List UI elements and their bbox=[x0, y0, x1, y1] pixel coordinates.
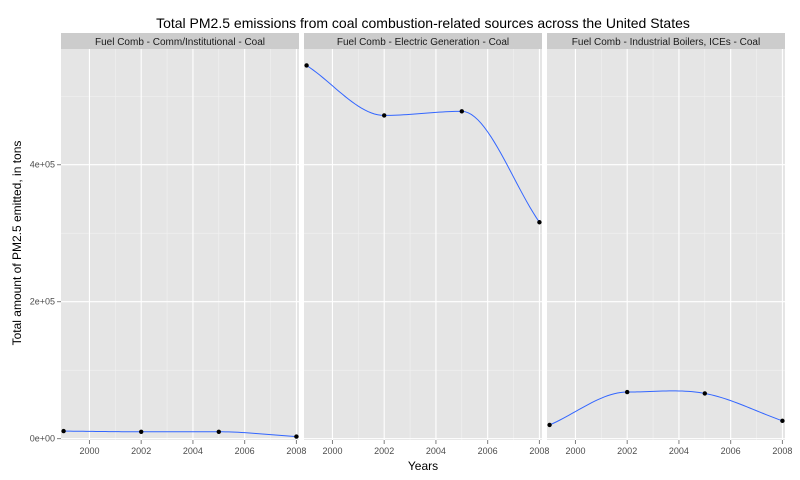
x-tick-label: 2006 bbox=[478, 446, 498, 456]
y-tick-label: 2e+05 bbox=[30, 297, 55, 307]
y-tick-label: 4e+05 bbox=[30, 160, 55, 170]
x-tick-label: 2004 bbox=[183, 446, 203, 456]
data-point bbox=[216, 429, 222, 434]
x-tick-label: 2004 bbox=[669, 446, 689, 456]
x-tick-label: 2000 bbox=[322, 446, 342, 456]
facet-strip bbox=[547, 33, 785, 49]
smooth-line bbox=[63, 430, 297, 438]
data-point bbox=[702, 391, 708, 396]
data-point bbox=[381, 113, 387, 118]
data-point bbox=[624, 389, 630, 395]
data-point bbox=[304, 63, 309, 68]
facet-strip-label: Fuel Comb - Electric Generation - Coal bbox=[337, 37, 509, 48]
y-tick-label: 0e+00 bbox=[30, 434, 55, 444]
y-axis: 0e+00 2e+05 4e+05 bbox=[30, 160, 61, 444]
data-point bbox=[537, 220, 542, 225]
x-tick-label: 2008 bbox=[772, 446, 792, 456]
smooth-line bbox=[549, 390, 783, 426]
x-tick-label: 2000 bbox=[79, 446, 99, 456]
facet-panel: Fuel Comb - Industrial Boilers, ICEs - C… bbox=[547, 33, 792, 456]
panel-background bbox=[61, 49, 299, 440]
facet-panel: Fuel Comb - Electric Generation - Coal 20… bbox=[304, 33, 549, 456]
data-point bbox=[780, 418, 785, 424]
facet-strip-label: Fuel Comb - Comm/Institutional - Coal bbox=[95, 37, 265, 48]
data-point bbox=[138, 429, 144, 434]
x-tick-label: 2008 bbox=[286, 446, 306, 456]
x-tick-label: 2008 bbox=[529, 446, 549, 456]
panel-background bbox=[304, 49, 542, 440]
facet-strip bbox=[61, 33, 299, 49]
x-tick-label: 2006 bbox=[235, 446, 255, 456]
x-tick-label: 2006 bbox=[721, 446, 741, 456]
panel-background bbox=[547, 49, 785, 440]
x-tick-label: 2004 bbox=[426, 446, 446, 456]
smooth-line bbox=[306, 65, 540, 223]
chart-title: Total PM2.5 emissions from coal combusti… bbox=[156, 15, 690, 31]
data-point bbox=[547, 422, 552, 428]
data-point bbox=[294, 434, 299, 439]
data-point bbox=[459, 109, 465, 114]
facet-panels: Fuel Comb - Comm/Institutional - Coal 200… bbox=[61, 33, 792, 456]
x-tick-label: 2002 bbox=[617, 446, 637, 456]
x-axis-label: Years bbox=[408, 459, 438, 473]
facet-strip bbox=[304, 33, 542, 49]
x-tick-label: 2002 bbox=[374, 446, 394, 456]
x-tick-label: 2000 bbox=[565, 446, 585, 456]
y-axis-label: Total amount of PM2.5 emitted, in tons bbox=[10, 141, 24, 346]
x-tick-label: 2002 bbox=[131, 446, 151, 456]
facet-strip-label: Fuel Comb - Industrial Boilers, ICEs - C… bbox=[572, 37, 760, 48]
data-point bbox=[61, 428, 66, 434]
facet-panel: Fuel Comb - Comm/Institutional - Coal 200… bbox=[61, 33, 306, 456]
